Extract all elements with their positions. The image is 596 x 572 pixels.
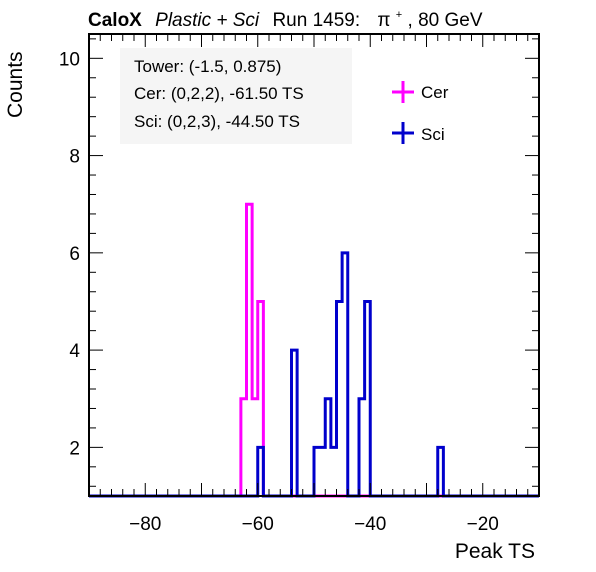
x-tick-label: −40 xyxy=(354,514,386,535)
series-cer-line xyxy=(89,202,539,498)
title-run: Run 1459: xyxy=(272,10,360,31)
series-layer xyxy=(89,202,539,498)
y-axis-title: Counts xyxy=(4,51,27,118)
legend: Cer Sci xyxy=(392,81,449,144)
y-tick-label: 4 xyxy=(69,341,80,362)
legend-label-sci: Sci xyxy=(421,125,445,144)
title-prefix: CaloX xyxy=(88,10,142,31)
title-energy: , 80 GeV xyxy=(408,10,483,31)
x-tick-label: −20 xyxy=(467,514,499,535)
x-tick-label: −80 xyxy=(129,514,161,535)
axes-layer: −80 −60 −40 −20 2 4 6 8 10 xyxy=(59,34,540,535)
series-sci-line xyxy=(89,251,539,498)
annotation-cer: Cer: (0,2,2), -61.50 TS xyxy=(134,84,304,103)
y-tick-label: 10 xyxy=(59,49,80,70)
y-tick-label: 6 xyxy=(69,244,80,265)
legend-label-cer: Cer xyxy=(421,83,449,102)
x-axis-title: Peak TS xyxy=(455,540,535,563)
legend-entry-cer: Cer xyxy=(392,81,449,103)
chart-title: CaloX Plastic + Sci Run 1459: π + , 80 G… xyxy=(88,2,483,31)
title-particle-sup: + xyxy=(396,9,402,21)
legend-entry-sci: Sci xyxy=(392,122,445,144)
plot-frame xyxy=(88,33,540,497)
y-tick-label: 2 xyxy=(69,438,80,459)
annotation-sci: Sci: (0,2,3), -44.50 TS xyxy=(134,112,300,131)
y-tick-label: 8 xyxy=(69,147,80,168)
title-particle: π xyxy=(377,10,390,31)
annotation-tower: Tower: (-1.5, 0.875) xyxy=(134,57,281,76)
x-tick-label: −60 xyxy=(242,514,274,535)
title-italic: Plastic + Sci xyxy=(155,10,260,31)
annotation-box xyxy=(120,48,352,144)
